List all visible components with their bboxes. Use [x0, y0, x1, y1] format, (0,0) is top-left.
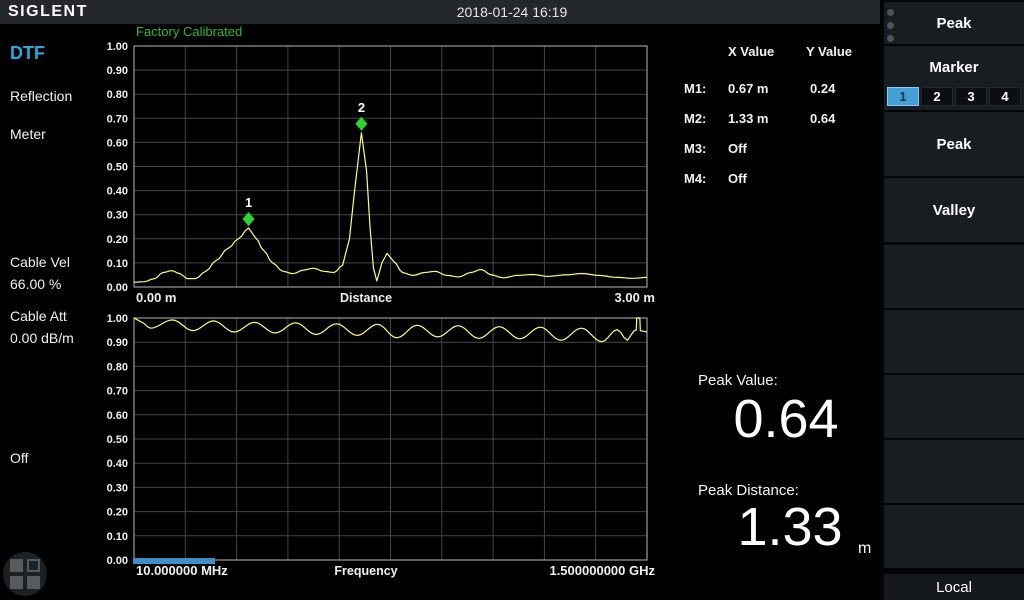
axis-label: 0.00	[107, 555, 128, 567]
axis-label: 0.20	[107, 234, 128, 246]
axis-label: 0.10	[107, 531, 128, 543]
peak-button-label: Peak	[936, 135, 972, 153]
valley-button[interactable]: Valley	[884, 178, 1024, 242]
marker-row-name: M3:	[684, 141, 707, 156]
peak-distance-unit: m	[858, 540, 872, 557]
empty-softkey[interactable]	[884, 505, 1024, 568]
empty-softkey[interactable]	[884, 245, 1024, 308]
marker-row-xvalue: Off	[728, 141, 747, 156]
siglent-logo: SIGLENT	[8, 3, 88, 20]
unit-label[interactable]: Meter	[10, 126, 46, 142]
menu-title-label: Peak	[936, 14, 972, 32]
peak-distance-number: 1.33	[737, 497, 843, 557]
axis-label: 0.00	[107, 282, 128, 294]
axis-label: 0.20	[107, 507, 128, 519]
valley-button-label: Valley	[932, 201, 976, 219]
cable-attenuation-label: Cable Att	[10, 308, 67, 324]
cable-velocity-setting[interactable]: Cable Vel 66.00 %	[10, 254, 70, 292]
marker-row-xvalue: Off	[728, 171, 747, 186]
axis-label: 0.40	[107, 458, 128, 470]
peak-button[interactable]: Peak	[884, 112, 1024, 176]
home-grid-icon[interactable]	[3, 552, 47, 596]
freq-trace	[133, 317, 648, 343]
marker-3-segment[interactable]: 3	[955, 87, 987, 106]
empty-softkey[interactable]	[884, 440, 1024, 503]
axis-label: 0.80	[107, 361, 128, 373]
marker-1-segment[interactable]: 1	[887, 87, 919, 106]
cable-attenuation-setting[interactable]: Cable Att 0.00 dB/m	[10, 308, 74, 346]
cable-velocity-label: Cable Vel	[10, 254, 70, 270]
marker-row-xvalue: 0.67 m	[728, 81, 769, 96]
marker-row-name: M4:	[684, 171, 707, 186]
axis-label: 3.00 m	[615, 290, 655, 305]
axis-label: Frequency	[334, 564, 397, 578]
plot-border	[133, 45, 648, 288]
menu-title-peak[interactable]: Peak	[884, 2, 1024, 44]
grid-square	[10, 576, 23, 589]
axis-label: Distance	[340, 291, 392, 305]
grid-square	[27, 576, 40, 589]
grid-square-outline	[27, 559, 40, 572]
axis-label: 0.90	[107, 65, 128, 77]
cable-attenuation-value: 0.00 dB/m	[10, 330, 74, 346]
axis-label: 0.00 m	[136, 290, 176, 305]
axis-label: 0.80	[107, 89, 128, 101]
axis-label: 0.30	[107, 210, 128, 222]
marker-table-header-y: Y Value	[806, 44, 853, 59]
marker-segmented-control: 1 2 3 4	[886, 87, 1022, 106]
axis-label: 0.60	[107, 137, 128, 149]
cable-velocity-value: 66.00 %	[10, 276, 62, 292]
window-off-label[interactable]: Off	[10, 450, 29, 466]
peak-distance-label: Peak Distance:	[698, 482, 799, 499]
axis-label: 0.30	[107, 482, 128, 494]
axis-label: 10.000000 MHz	[136, 563, 228, 578]
axis-label: 0.10	[107, 258, 128, 270]
axis-label: 1.00	[107, 313, 128, 325]
marker-2-diamond	[355, 116, 368, 131]
peak-value-number: 0.64	[733, 389, 839, 449]
marker-table-header-x: X Value	[728, 44, 775, 59]
marker-select-button[interactable]: Marker 1 2 3 4	[884, 46, 1024, 110]
measure-label[interactable]: Reflection	[10, 88, 73, 104]
marker-2-segment[interactable]: 2	[921, 87, 953, 106]
local-button[interactable]: Local	[884, 574, 1024, 600]
marker-row-yvalue: 0.24	[810, 81, 836, 96]
grid-square	[10, 559, 23, 572]
marker-4-segment[interactable]: 4	[989, 87, 1021, 106]
menu-handle-dots-icon[interactable]	[887, 9, 894, 42]
axis-label: 0.40	[107, 186, 128, 198]
axis-label: 1.500000000 GHz	[549, 563, 655, 578]
calibration-status: Factory Calibrated	[136, 24, 243, 39]
marker-row-name: M2:	[684, 111, 707, 126]
marker-button-label: Marker	[929, 59, 979, 76]
axis-label: 0.70	[107, 386, 128, 398]
sweep-progress-bar	[133, 558, 216, 564]
axis-label: 0.90	[107, 337, 128, 349]
top-bar: SIGLENT	[0, 0, 880, 24]
clock: 2018-01-24 16:19	[456, 4, 568, 20]
marker-row-xvalue: 1.33 m	[728, 111, 769, 126]
marker-1-diamond	[242, 211, 255, 226]
axis-label: 0.50	[107, 162, 128, 174]
mode-label-dtf[interactable]: DTF	[10, 43, 45, 63]
empty-softkey[interactable]	[884, 310, 1024, 373]
peak-value-label: Peak Value:	[698, 372, 778, 389]
axis-label: 0.50	[107, 434, 128, 446]
softkey-menu: Peak Marker 1 2 3 4 Peak Valley Local	[880, 0, 1024, 600]
marker-row-name: M1:	[684, 81, 707, 96]
marker-row-yvalue: 0.64	[810, 111, 836, 126]
axis-label: 1	[245, 195, 252, 210]
empty-softkey[interactable]	[884, 375, 1024, 438]
axis-label: 0.60	[107, 410, 128, 422]
plot-border	[133, 317, 648, 561]
dtf-trace	[133, 132, 648, 283]
axis-label: 1.00	[107, 41, 128, 53]
axis-label: 2	[358, 100, 365, 115]
axis-label: 0.70	[107, 113, 128, 125]
